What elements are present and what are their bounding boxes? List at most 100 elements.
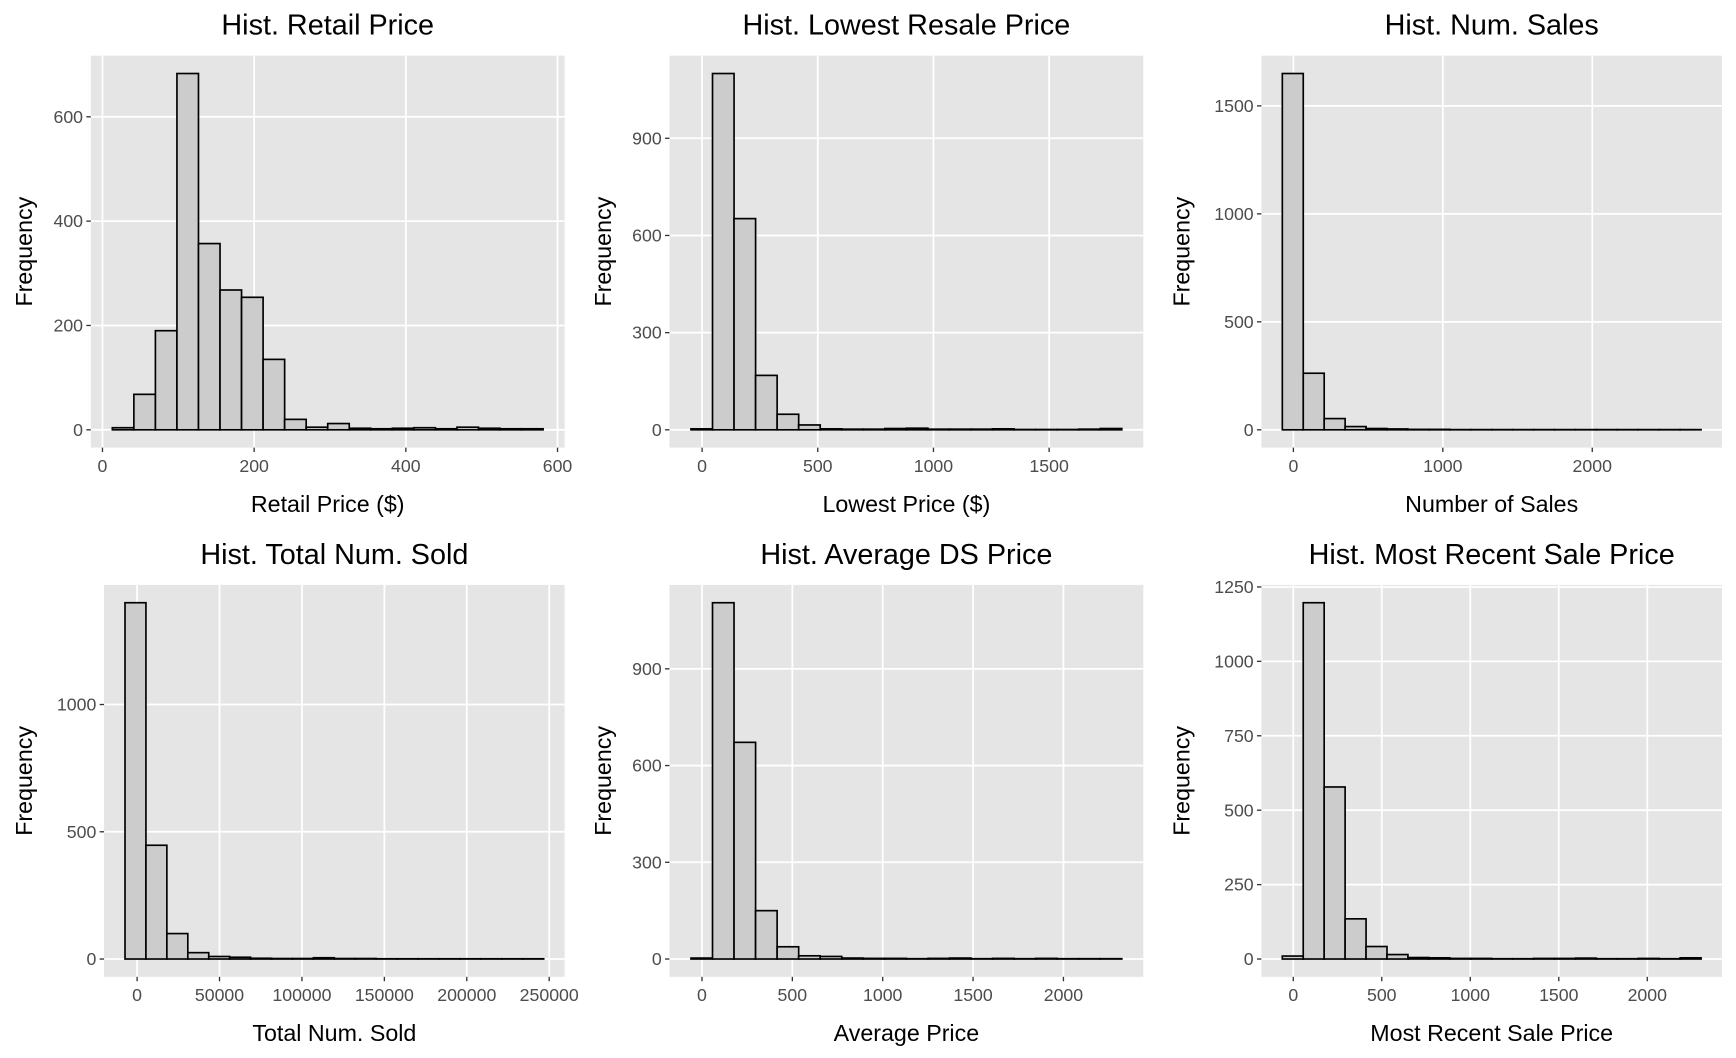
- histogram-bar: [690, 428, 714, 431]
- chart-title: Hist. Num. Sales: [1385, 10, 1599, 42]
- histogram-bar: [154, 329, 178, 431]
- histogram-bar: [124, 601, 147, 960]
- histogram-bar: [797, 424, 822, 431]
- histogram-bar: [1323, 786, 1346, 960]
- histogram-bar: [1034, 957, 1059, 960]
- histogram-bar: [1553, 957, 1577, 960]
- histogram-bar: [240, 296, 264, 431]
- y-tick-label: 0: [652, 949, 662, 969]
- y-tick-label: 0: [73, 420, 83, 440]
- histogram-bar: [927, 428, 951, 431]
- histogram-bar: [1302, 372, 1326, 431]
- x-tick-label: 400: [391, 456, 421, 476]
- plot-background: [104, 584, 565, 977]
- plot-area: [669, 584, 1144, 977]
- x-tick-label: 0: [98, 456, 108, 476]
- x-axis-label: Most Recent Sale Price: [1370, 1020, 1613, 1046]
- histogram-bar: [1469, 957, 1493, 960]
- x-tick-label: 500: [803, 456, 833, 476]
- y-tick-label: 600: [632, 226, 662, 246]
- histogram-bar: [1344, 425, 1367, 431]
- x-tick-label: 1500: [1029, 456, 1069, 476]
- y-axis-label: Frequency: [11, 726, 37, 836]
- histogram-bar: [948, 957, 972, 960]
- histogram-bar: [754, 374, 778, 431]
- panel: Hist. Lowest Resale Price Lowest Price ($…: [590, 10, 1144, 517]
- x-tick-label: 500: [778, 985, 808, 1005]
- x-tick-label: 2000: [1044, 985, 1084, 1005]
- histogram-bar: [927, 957, 951, 960]
- y-tick-label: 0: [86, 949, 96, 969]
- histogram-bar: [186, 951, 210, 960]
- x-tick-label: 1500: [953, 985, 993, 1005]
- histogram-bar: [283, 418, 308, 431]
- histogram-bar: [249, 957, 273, 960]
- chart-title: Hist. Total Num. Sold: [200, 539, 468, 571]
- histogram-bar: [884, 957, 908, 960]
- histogram-bar: [1099, 427, 1123, 431]
- panel: Hist. Retail Price Retail Price ($) Freque…: [11, 10, 572, 517]
- histogram-bar: [228, 956, 252, 960]
- histogram-bar: [291, 957, 315, 960]
- x-tick-label: 0: [132, 985, 142, 1005]
- y-tick-label: 900: [632, 659, 662, 679]
- histogram-bar: [1386, 428, 1409, 431]
- chart-title: Hist. Retail Price: [221, 10, 434, 42]
- x-tick-label: 250000: [520, 985, 579, 1005]
- panel: Hist. Most Recent Sale Price Most Recent …: [1168, 539, 1722, 1046]
- histogram-bar: [312, 956, 336, 960]
- y-tick-label: 500: [1224, 312, 1254, 332]
- y-axis-label: Frequency: [1168, 196, 1194, 306]
- x-tick-label: 1000: [914, 456, 954, 476]
- histogram-bar: [333, 957, 357, 960]
- histogram-bar: [413, 426, 437, 431]
- histogram-bar: [326, 422, 351, 431]
- y-axis-label: Frequency: [11, 196, 37, 306]
- histogram-bar: [862, 957, 886, 960]
- x-axis-label: Number of Sales: [1405, 491, 1578, 517]
- chart-title: Hist. Average DS Price: [760, 539, 1052, 571]
- x-axis-label: Lowest Price ($): [822, 491, 990, 517]
- histogram-bar: [819, 428, 843, 431]
- histogram-bar: [905, 427, 929, 431]
- chart-title: Hist. Lowest Resale Price: [743, 10, 1071, 42]
- histogram-bar: [207, 955, 231, 960]
- y-tick-label: 0: [1244, 420, 1254, 440]
- histogram-bar: [197, 242, 221, 431]
- histogram-bar: [520, 427, 544, 431]
- histogram-bar: [1365, 427, 1388, 431]
- histogram-bar: [776, 945, 800, 960]
- plot-area: [104, 584, 565, 977]
- x-tick-label: 100000: [272, 985, 331, 1005]
- y-tick-label: 600: [53, 107, 83, 127]
- histogram-bar: [1532, 957, 1556, 960]
- histogram-bar: [884, 427, 908, 431]
- x-axis-label: Average Price: [834, 1020, 980, 1046]
- histogram-bar: [1407, 956, 1430, 960]
- histogram-bar: [1428, 957, 1451, 960]
- y-axis-label: Frequency: [590, 196, 616, 306]
- histogram-bar: [270, 957, 294, 960]
- histogram-bar: [1448, 957, 1472, 960]
- histogram-bar: [711, 601, 735, 960]
- x-tick-label: 0: [697, 985, 707, 1005]
- histogram-bar: [1679, 957, 1702, 960]
- y-tick-label: 500: [1224, 800, 1254, 820]
- x-tick-label: 1500: [1539, 985, 1579, 1005]
- histogram-bar: [176, 72, 200, 431]
- y-axis-label: Frequency: [590, 726, 616, 836]
- histogram-bar: [1637, 957, 1661, 960]
- histogram-bar: [166, 932, 189, 960]
- histogram-bar: [354, 957, 378, 960]
- x-tick-label: 1000: [1423, 456, 1463, 476]
- histogram-bar: [1574, 957, 1598, 960]
- y-tick-label: 1250: [1214, 577, 1254, 597]
- x-tick-label: 2000: [1628, 985, 1668, 1005]
- y-tick-label: 0: [652, 420, 662, 440]
- histogram-bar: [262, 358, 286, 431]
- histogram-bar: [391, 427, 415, 431]
- x-axis-label: Total Num. Sold: [252, 1020, 416, 1046]
- histogram-bar: [711, 72, 735, 431]
- x-tick-label: 1000: [863, 985, 903, 1005]
